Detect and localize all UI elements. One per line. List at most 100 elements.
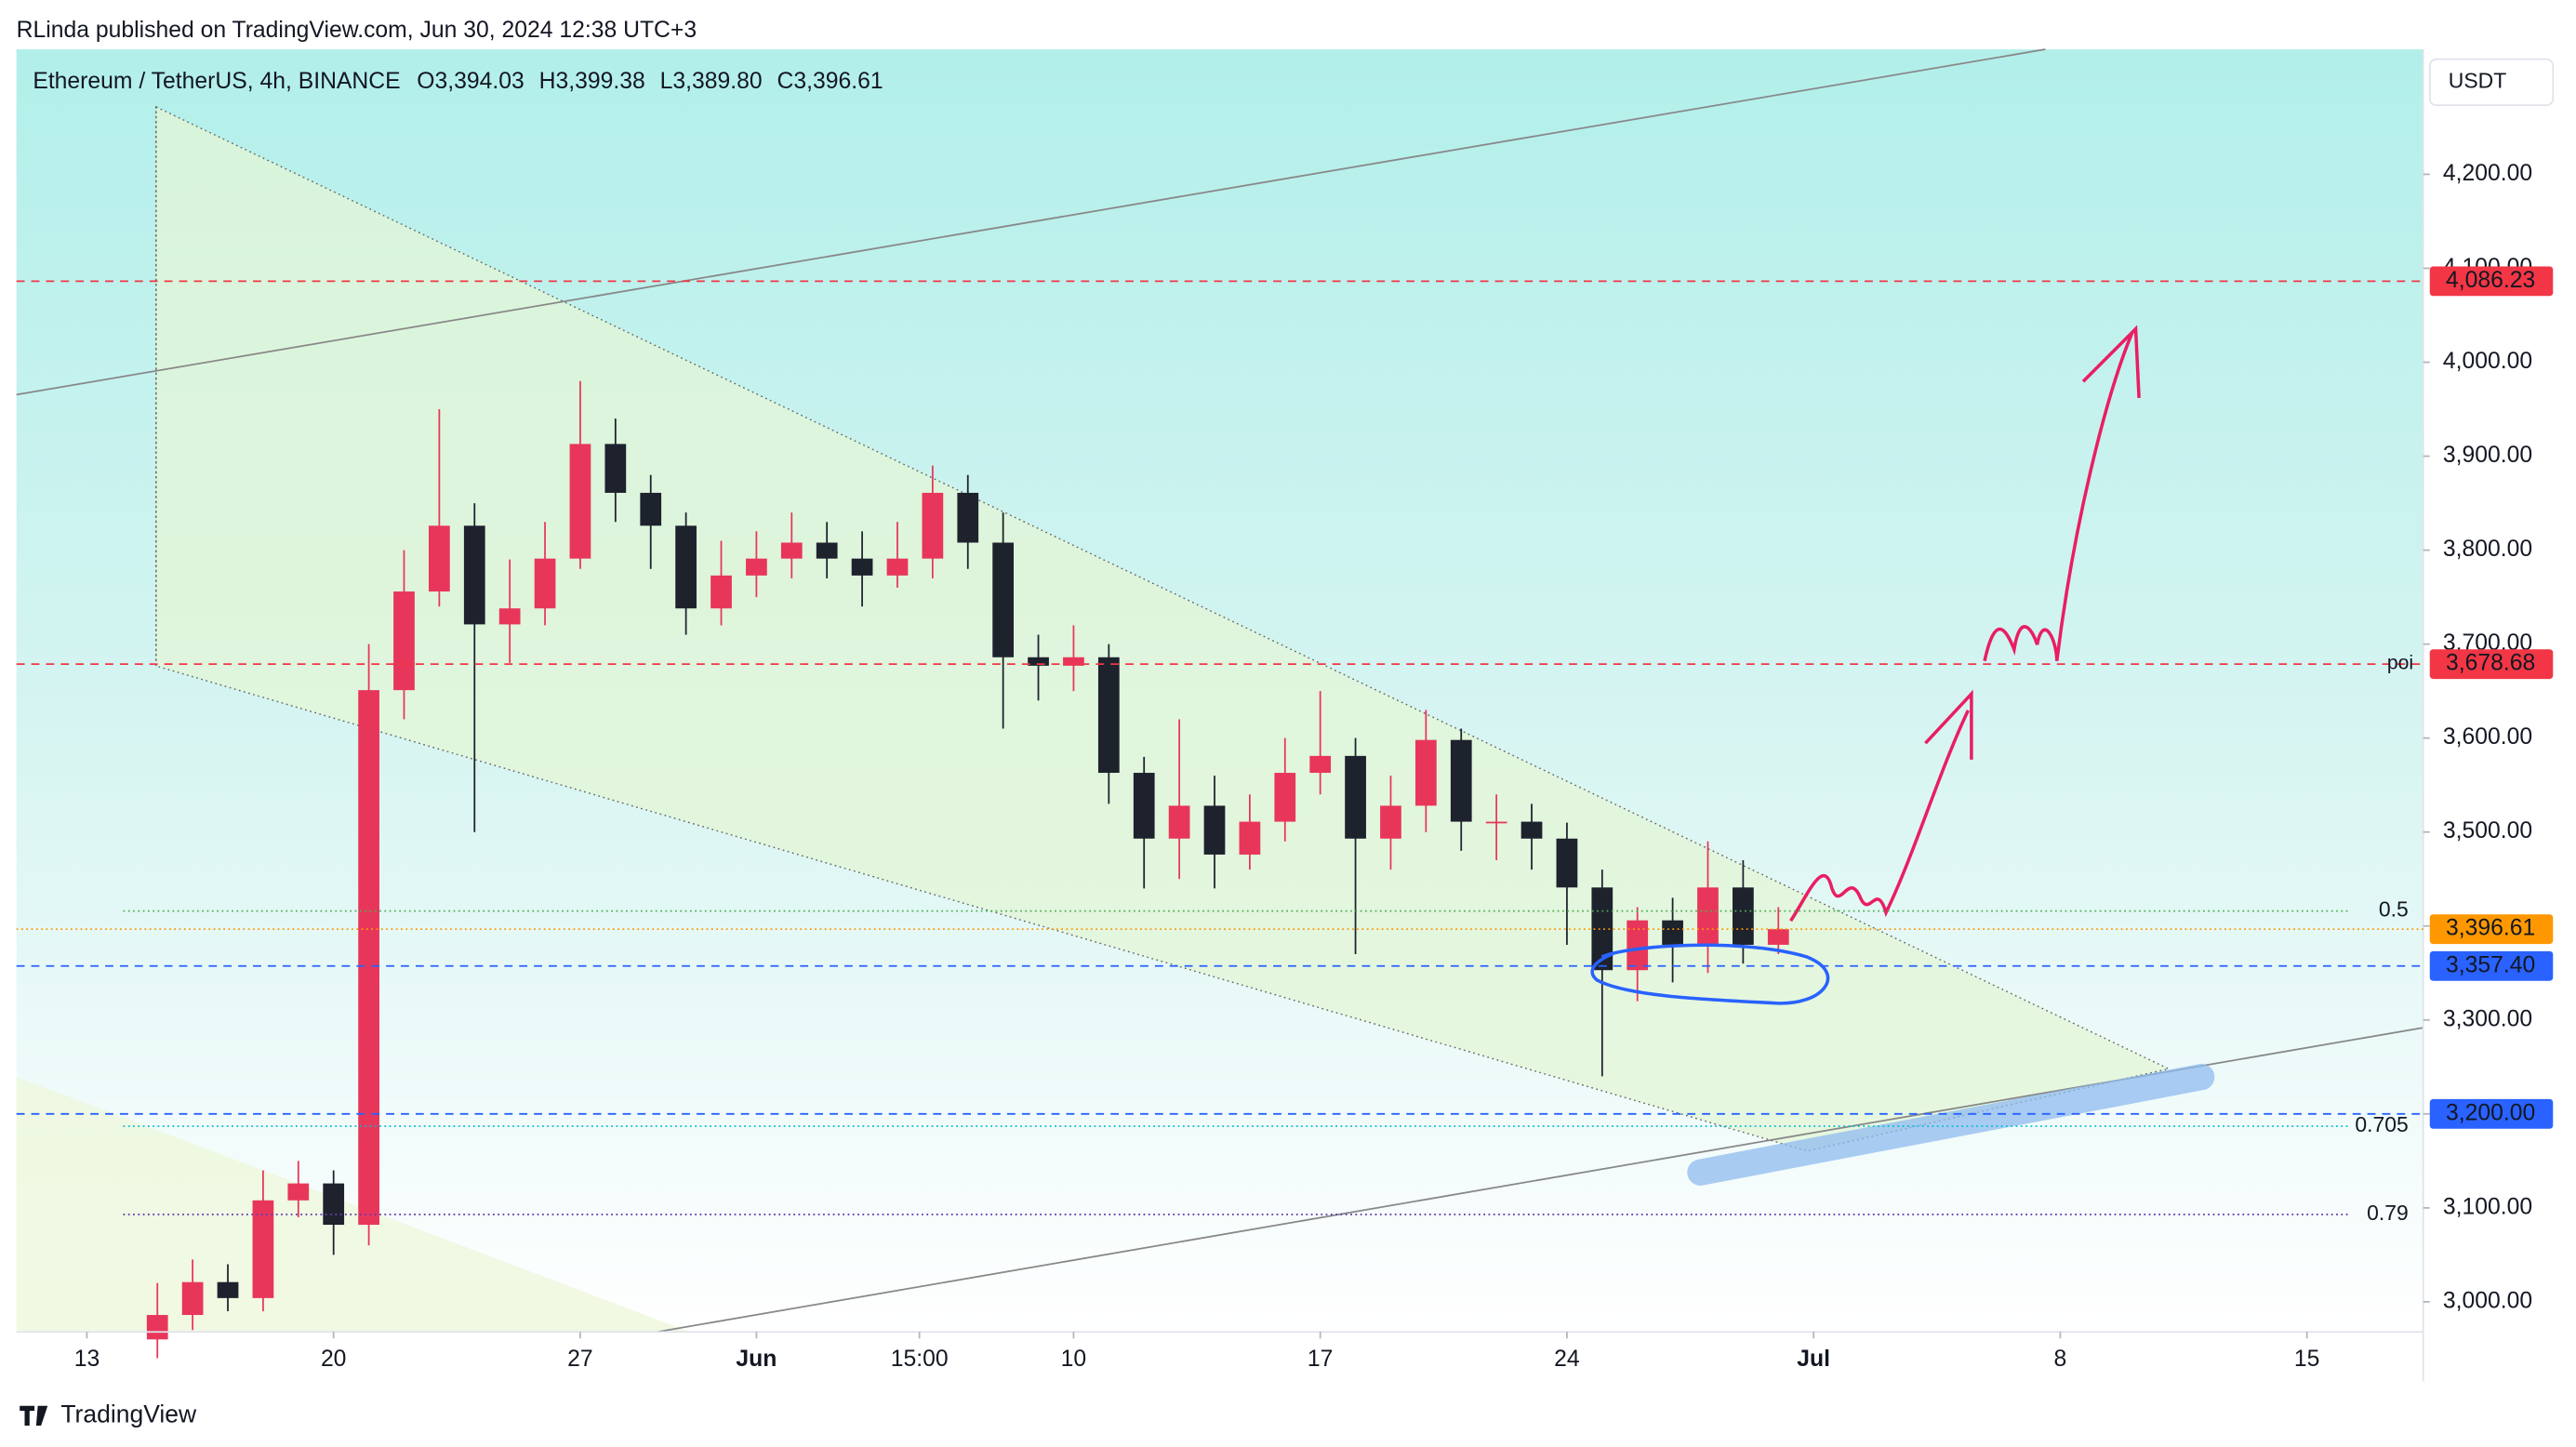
range-ellipse: [1590, 943, 1830, 1005]
candle-body: [1133, 773, 1155, 839]
ohlc-value: 3,396.61: [793, 69, 883, 94]
y-tick-label: 4,000.00: [2443, 349, 2532, 374]
x-tick-label: 27: [567, 1347, 593, 1372]
candle-body: [1556, 838, 1578, 888]
candle-body: [604, 444, 627, 493]
x-tick-label: 13: [74, 1347, 100, 1372]
y-tick-label: 3,000.00: [2443, 1288, 2532, 1313]
candle-body: [1063, 657, 1084, 666]
candle-body: [252, 1200, 274, 1298]
candle-body: [534, 558, 556, 609]
brand-logo: [20, 1405, 48, 1427]
ohlc-key: L: [660, 69, 673, 94]
candle-body: [323, 1183, 345, 1226]
candle-body: [1239, 821, 1261, 855]
candle-body: [393, 591, 415, 691]
candle-body: [886, 558, 909, 576]
x-tick-label: 10: [1061, 1347, 1087, 1372]
currency-label: USDT: [2449, 68, 2507, 92]
x-tick-label: 8: [2054, 1347, 2067, 1372]
candle-body: [675, 525, 697, 609]
candle-body: [710, 575, 732, 609]
triangle-pattern: [155, 105, 2171, 1152]
candle-body: [217, 1281, 239, 1298]
candle-body: [851, 558, 873, 576]
candle-body: [358, 690, 379, 1226]
price-badge-label: 3,357.40: [2446, 952, 2535, 977]
ohlc-value: 3,399.38: [556, 69, 645, 94]
x-tick-label: 20: [321, 1347, 347, 1372]
price-badge-label: 3,678.68: [2446, 651, 2535, 676]
price-badge: [2429, 950, 2554, 981]
projection-arrow: [1789, 689, 1973, 923]
projection-arrow: [1983, 325, 2141, 662]
candle-body: [1168, 805, 1190, 839]
candle-body: [498, 608, 521, 625]
currency-button[interactable]: [2428, 58, 2555, 107]
price-badge-label: 3,396.61: [2446, 916, 2535, 941]
candle-body: [1274, 773, 1296, 822]
y-tick-label: 4,200.00: [2443, 161, 2532, 186]
symbol-title: Ethereum / TetherUS, 4h, BINANCE: [33, 69, 400, 94]
candle-body: [1028, 657, 1049, 666]
candle-body: [640, 492, 662, 526]
candle-body: [146, 1315, 168, 1340]
candle-body: [181, 1281, 204, 1316]
candle-body: [922, 492, 944, 559]
candle-body: [1662, 920, 1683, 945]
ohlc-key: C: [777, 69, 794, 94]
candle-body: [1627, 920, 1649, 971]
candle-body: [1485, 821, 1507, 824]
price-badge: [2429, 266, 2554, 297]
price-badge-label: 4,086.23: [2446, 268, 2535, 293]
candle-body: [1591, 887, 1613, 971]
candle-body: [1345, 755, 1366, 839]
x-tick-label: 17: [1308, 1347, 1334, 1372]
candle-body: [1414, 739, 1437, 806]
candle-body: [429, 525, 450, 592]
brand-name: TradingView: [60, 1400, 197, 1427]
candle-body: [780, 542, 803, 559]
candle-body: [1767, 929, 1789, 945]
price-badge: [2429, 914, 2554, 945]
candle-body: [816, 542, 838, 559]
candle-body: [287, 1183, 310, 1201]
candle-body: [1697, 887, 1719, 945]
x-tick-label: 24: [1554, 1347, 1580, 1372]
fib-label: 0.705: [2355, 1112, 2408, 1136]
price-badge: [2429, 1098, 2554, 1129]
ohlc-key: H: [539, 69, 556, 94]
price-badge-label: 3,200.00: [2446, 1100, 2535, 1125]
y-tick-label: 3,900.00: [2443, 443, 2532, 468]
x-tick-label: 15:00: [891, 1347, 949, 1372]
x-tick-label: Jul: [1797, 1347, 1830, 1372]
publish-header: RLinda published on TradingView.com, Jun…: [17, 18, 697, 43]
candle-body: [1733, 887, 1754, 945]
channel-line: [16, 48, 2046, 396]
candle-body: [1203, 805, 1226, 855]
x-tick-label: 15: [2294, 1347, 2320, 1372]
candle-body: [1097, 657, 1120, 774]
y-tick-label: 3,100.00: [2443, 1194, 2532, 1219]
y-tick-label: 3,300.00: [2443, 1006, 2532, 1031]
ohlc-legend: O 3,394.03 H 3,399.38 L 3,389.80 C 3,396.61: [417, 69, 883, 94]
candle-body: [992, 542, 1015, 657]
fib-label: 0.5: [2379, 897, 2409, 922]
ohlc-value: 3,394.03: [435, 69, 524, 94]
ohlc-key: O: [417, 69, 434, 94]
candle-body: [1450, 739, 1472, 822]
candle-body: [746, 558, 767, 576]
candle-body: [463, 525, 485, 625]
candle-body: [957, 492, 979, 543]
plot: [146, 380, 1789, 1359]
y-tick-label: 3,800.00: [2443, 537, 2532, 562]
ohlc-value: 3,389.80: [672, 69, 762, 94]
fib-label: 0.79: [2367, 1201, 2409, 1225]
y-tick-label: 3,500.00: [2443, 818, 2532, 843]
support-highlight: [1687, 1064, 2215, 1186]
candle-body: [1309, 755, 1332, 774]
level-name: poi: [2387, 653, 2413, 674]
price-badge: [2429, 649, 2554, 680]
